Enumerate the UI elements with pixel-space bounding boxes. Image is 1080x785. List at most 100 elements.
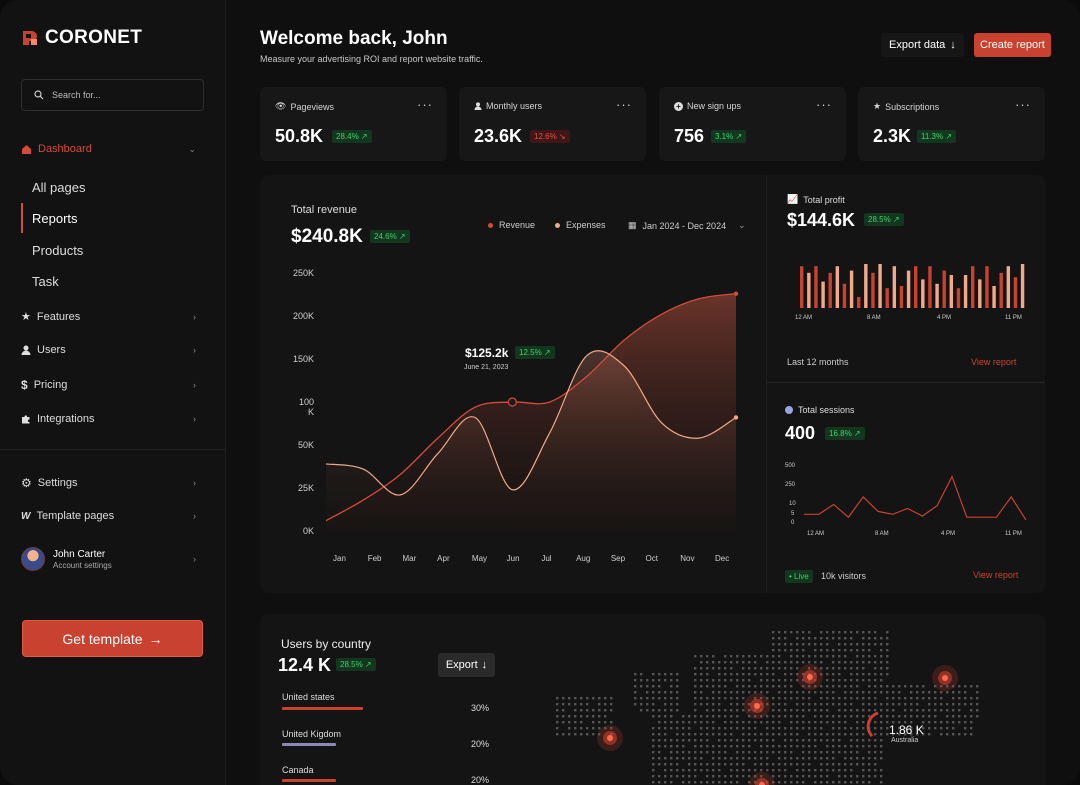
map-dot — [664, 697, 667, 700]
stat-card-monthly-users[interactable]: Monthly users ··· 23.6K 12.6% ↘ — [459, 87, 646, 161]
map-hotspot[interactable] — [942, 675, 948, 681]
map-dot — [820, 673, 823, 676]
more-icon[interactable]: ··· — [1015, 97, 1031, 112]
map-dot — [946, 703, 949, 706]
nav-integrations[interactable]: Integrations › — [21, 413, 196, 425]
map-dot — [856, 739, 859, 742]
nav-reports[interactable]: Reports — [32, 211, 78, 226]
create-report-button[interactable]: Create report — [974, 33, 1051, 57]
map-dot — [868, 697, 871, 700]
world-dot-map[interactable] — [550, 625, 990, 785]
stat-card-subscriptions[interactable]: ★ Subscriptions ··· 2.3K 11.3% ↗ — [858, 87, 1045, 161]
nav-task[interactable]: Task — [32, 274, 59, 289]
map-dot — [748, 685, 751, 688]
map-dot — [832, 649, 835, 652]
stat-card-new-signups[interactable]: + New sign ups ··· 756 3.1% ↗ — [659, 87, 846, 161]
export-data-button[interactable]: Export data ↓ — [881, 33, 964, 57]
sessions-y-tick: 5 — [791, 511, 795, 517]
map-dot — [778, 667, 781, 670]
nav-users[interactable]: Users › — [21, 344, 196, 356]
sessions-view-report-link[interactable]: View report — [973, 570, 1019, 580]
map-dot — [850, 781, 853, 784]
legend-expenses[interactable]: Expenses — [555, 220, 606, 230]
map-dot — [796, 649, 799, 652]
more-icon[interactable]: ··· — [417, 97, 433, 112]
map-dot — [766, 673, 769, 676]
map-dot — [862, 739, 865, 742]
profit-bar-chart[interactable] — [790, 260, 1030, 310]
sessions-x-tick: 4 PM — [941, 531, 956, 537]
revenue-y-tick: 250K — [292, 268, 314, 278]
map-dot — [760, 739, 763, 742]
map-dot — [826, 739, 829, 742]
map-dot — [874, 733, 877, 736]
more-icon[interactable]: ··· — [616, 97, 632, 112]
map-dot — [832, 739, 835, 742]
sessions-line-chart[interactable] — [800, 465, 1030, 530]
map-dot — [556, 721, 559, 724]
map-dot — [748, 703, 751, 706]
map-dot — [694, 679, 697, 682]
map-dot — [814, 643, 817, 646]
map-dot — [862, 745, 865, 748]
map-dot — [958, 697, 961, 700]
map-dot — [868, 643, 871, 646]
date-range-select[interactable]: ▦ Jan 2024 - Dec 2024 ⌄ — [628, 220, 746, 231]
nav-dashboard[interactable]: Dashboard ⌄ — [21, 143, 196, 155]
nav-all-pages[interactable]: All pages — [32, 180, 86, 195]
brand-logo[interactable]: CORONET — [21, 27, 142, 49]
map-hotspot[interactable] — [754, 703, 760, 709]
map-dot — [790, 655, 793, 658]
search-input[interactable]: Search for... — [21, 79, 204, 111]
map-dot — [928, 697, 931, 700]
nav-pricing[interactable]: $ Pricing › — [21, 378, 196, 392]
map-dot — [880, 781, 883, 784]
map-dot — [724, 673, 727, 676]
nav-features-label: Features — [36, 310, 81, 323]
map-dot — [844, 643, 847, 646]
map-dot — [802, 769, 805, 772]
get-template-button[interactable]: Get template → — [22, 620, 203, 657]
nav-settings-label: Settings — [37, 477, 78, 489]
map-dot — [724, 697, 727, 700]
map-dot — [928, 733, 931, 736]
nav-template-pages[interactable]: W Template pages › — [21, 510, 196, 522]
revenue-x-tick: Nov — [680, 554, 695, 563]
map-dot — [688, 739, 691, 742]
map-dot — [742, 685, 745, 688]
map-dot — [976, 685, 979, 688]
map-dot — [712, 685, 715, 688]
map-dot — [892, 709, 895, 712]
profit-view-report-link[interactable]: View report — [971, 357, 1017, 367]
nav-features[interactable]: ★ Features › — [21, 310, 196, 324]
map-dot — [724, 709, 727, 712]
panel-divider — [766, 175, 767, 593]
map-dot — [742, 679, 745, 682]
map-hotspot[interactable] — [607, 735, 613, 741]
more-icon[interactable]: ··· — [816, 97, 832, 112]
nav-products[interactable]: Products — [32, 243, 84, 258]
map-dot — [640, 709, 643, 712]
chevron-right-icon: › — [193, 478, 196, 488]
map-dot — [958, 709, 961, 712]
nav-settings[interactable]: ⚙ Settings › — [21, 476, 196, 490]
user-account[interactable]: John Carter Account settings › — [21, 547, 196, 571]
map-dot — [772, 733, 775, 736]
legend-revenue[interactable]: Revenue — [488, 220, 535, 230]
tooltip-point[interactable] — [507, 397, 517, 407]
map-hotspot[interactable] — [807, 674, 813, 680]
map-dot — [880, 655, 883, 658]
map-dot — [886, 709, 889, 712]
map-dot — [814, 655, 817, 658]
map-dot — [886, 691, 889, 694]
map-dot — [754, 763, 757, 766]
map-dot — [874, 721, 877, 724]
map-dot — [850, 673, 853, 676]
revenue-x-tick: Jun — [506, 554, 520, 563]
country-change-badge: 28.5% ↗ — [336, 658, 376, 671]
map-hotspot[interactable] — [759, 782, 765, 785]
country-export-button[interactable]: Export ↓ — [438, 653, 495, 677]
stat-card-pageviews[interactable]: 👁 Pageviews ··· 50.8K 28.4% ↗ — [260, 87, 447, 161]
map-dot — [832, 703, 835, 706]
